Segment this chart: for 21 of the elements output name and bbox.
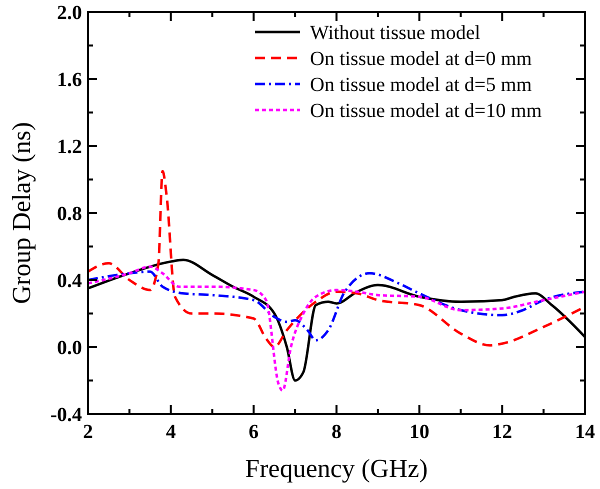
legend-label: On tissue model at d=10 mm [310,100,542,122]
legend-label: On tissue model at d=5 mm [310,74,532,96]
y-tick-label: 0.8 [57,203,82,225]
x-tick-label: 10 [409,421,430,443]
x-tick-label: 14 [575,421,595,443]
legend-label: On tissue model at d=0 mm [310,48,532,70]
y-tick-label: 1.6 [57,69,82,91]
x-axis-title: Frequency (GHz) [245,454,428,483]
x-tick-label: 8 [332,421,342,443]
y-tick-label: 2.0 [57,2,82,24]
y-tick-label: -0.4 [50,404,82,426]
x-tick-label: 12 [492,421,512,443]
y-tick-label: 1.2 [57,136,82,158]
y-tick-label: 0.0 [57,337,82,359]
y-axis-title: Group Delay (ns) [7,122,36,304]
legend-label: Without tissue model [310,22,481,44]
x-tick-label: 4 [166,421,176,443]
line-series [88,270,585,342]
x-tick-label: 6 [248,421,259,443]
y-tick-label: 0.4 [57,270,82,292]
x-tick-label: 2 [83,421,93,443]
